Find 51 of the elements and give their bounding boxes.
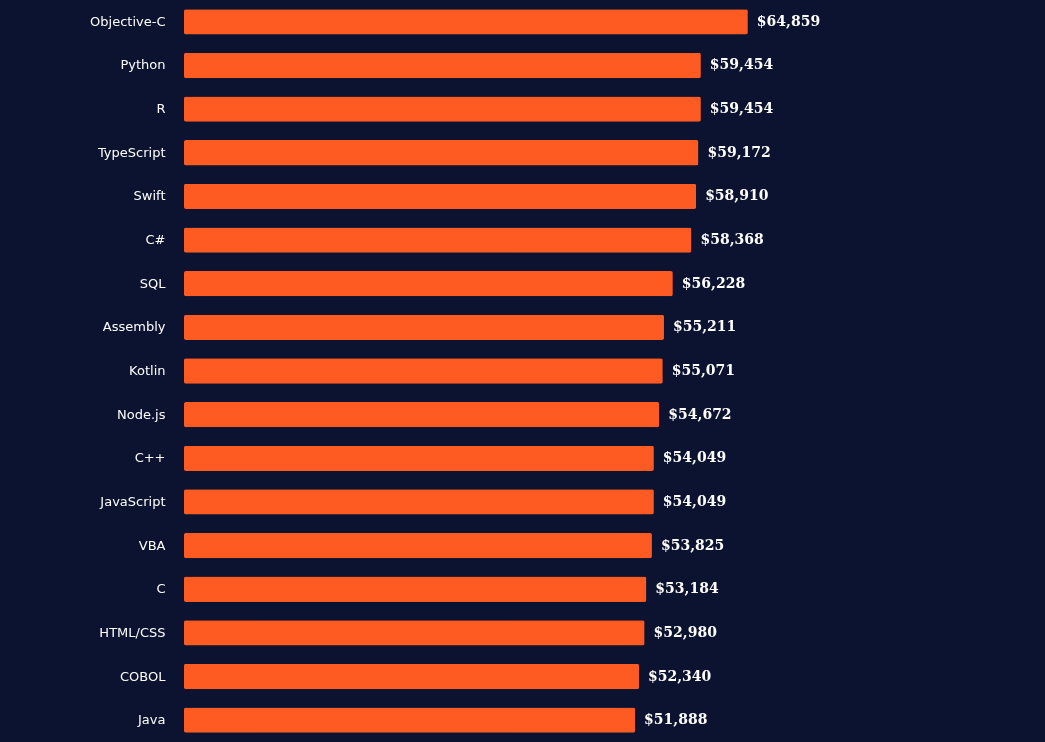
bar bbox=[184, 96, 701, 122]
bar bbox=[184, 707, 636, 733]
data-label: $59,454 bbox=[709, 100, 774, 117]
bar bbox=[184, 227, 692, 253]
bar bbox=[184, 358, 663, 384]
data-label: $59,172 bbox=[707, 143, 771, 160]
bar bbox=[184, 532, 652, 559]
bar bbox=[184, 489, 654, 515]
y-tick-label: Java bbox=[137, 712, 166, 728]
data-label: $55,071 bbox=[671, 362, 736, 378]
data-label: $59,454 bbox=[709, 56, 774, 73]
y-tick-label: R bbox=[156, 101, 166, 117]
bar bbox=[184, 663, 640, 690]
bar bbox=[184, 314, 664, 341]
data-label: $54,672 bbox=[668, 405, 732, 422]
y-tick-label: Objective-C bbox=[90, 13, 166, 29]
bar bbox=[184, 445, 654, 471]
bar bbox=[184, 620, 645, 646]
bar bbox=[184, 183, 697, 210]
bar bbox=[184, 576, 647, 602]
data-label: $56,228 bbox=[681, 274, 746, 291]
data-label: $58,368 bbox=[700, 231, 764, 248]
bar bbox=[184, 52, 701, 79]
y-tick-label: COBOL bbox=[120, 668, 167, 684]
y-tick-label: C bbox=[156, 581, 166, 597]
data-label: $52,340 bbox=[648, 667, 712, 684]
bar bbox=[184, 271, 673, 297]
data-label: $55,211 bbox=[672, 318, 737, 335]
y-tick-label: HTML/CSS bbox=[99, 624, 166, 640]
y-tick-label: VBA bbox=[138, 537, 166, 553]
bar bbox=[184, 9, 748, 35]
y-tick-label: C++ bbox=[134, 450, 166, 466]
data-label: $51,888 bbox=[644, 711, 708, 728]
data-label: $54,049 bbox=[662, 449, 727, 466]
y-tick-label: Swift bbox=[133, 188, 166, 204]
y-tick-label: Assembly bbox=[102, 319, 166, 335]
bar bbox=[184, 140, 699, 166]
y-tick-label: Node.js bbox=[117, 406, 166, 422]
y-tick-label: JavaScript bbox=[99, 493, 166, 509]
y-tick-label: SQL bbox=[139, 275, 167, 291]
y-tick-label: C# bbox=[145, 232, 166, 248]
y-tick-label: Python bbox=[120, 57, 166, 73]
data-label: $52,980 bbox=[653, 623, 718, 640]
bar bbox=[184, 401, 660, 428]
data-label: $64,859 bbox=[756, 12, 821, 29]
y-tick-label: Kotlin bbox=[129, 363, 166, 378]
data-label: $58,910 bbox=[705, 187, 769, 204]
data-label: $53,184 bbox=[655, 580, 719, 597]
data-label: $54,049 bbox=[662, 492, 727, 509]
data-label: $53,825 bbox=[660, 536, 725, 553]
y-tick-label: TypeScript bbox=[96, 144, 166, 160]
